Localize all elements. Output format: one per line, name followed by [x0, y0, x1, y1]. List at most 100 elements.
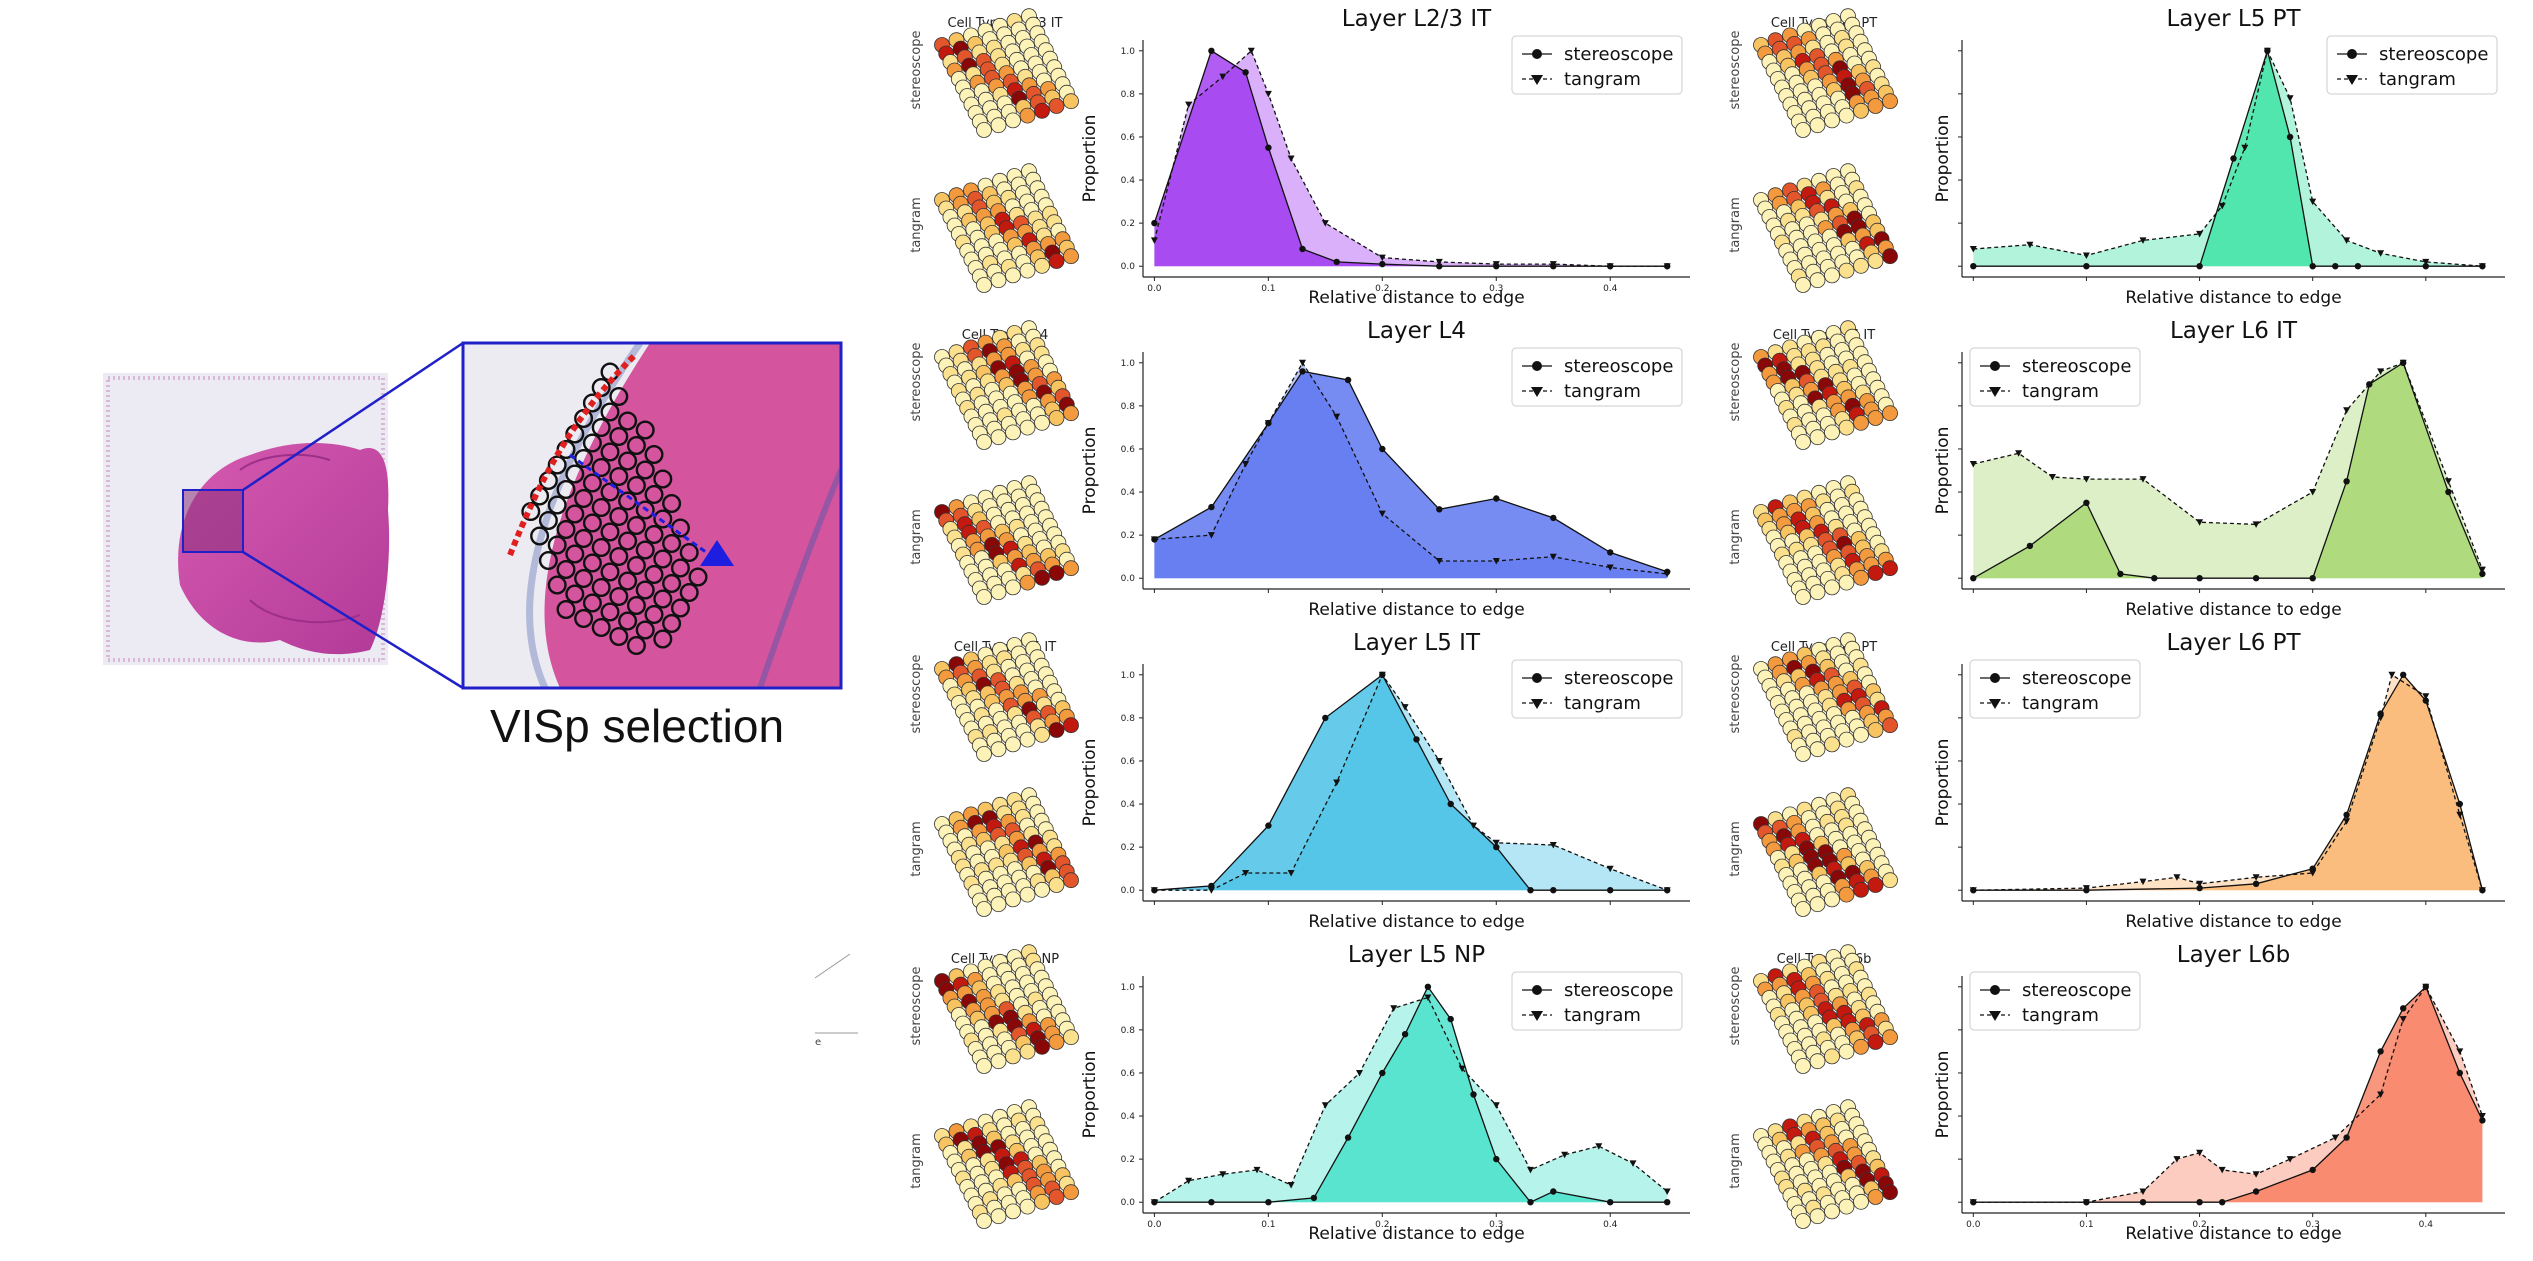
- series-area: [1154, 674, 1668, 891]
- series-area: [1973, 50, 2483, 267]
- y-tick-label: 0.2: [1121, 219, 1135, 229]
- heatmap-spot: [1063, 93, 1079, 110]
- x-tick-label: 0.3: [1489, 1220, 1503, 1230]
- heatmap-spot: [1048, 722, 1065, 738]
- heatmap-spot: [1034, 569, 1050, 586]
- data-point: [1242, 870, 1250, 877]
- data-point: [1435, 258, 1443, 266]
- data-point: [2196, 1149, 2204, 1157]
- data-point: [2400, 1005, 2407, 1012]
- data-point: [1549, 553, 1557, 561]
- series-area: [1154, 50, 1668, 267]
- zoom-connector-top: [242, 341, 464, 492]
- heatmap-spot: [1853, 102, 1869, 119]
- spatial-heatmap: [1753, 320, 1898, 450]
- data-point: [1401, 704, 1409, 711]
- data-point: [1606, 865, 1614, 873]
- method-row-label: stereoscope: [909, 966, 924, 1045]
- data-point: [1435, 758, 1443, 765]
- x-tick-label: 0.3: [1489, 284, 1503, 294]
- selection-box: [182, 489, 244, 553]
- legend-label: stereoscope: [1564, 668, 1673, 689]
- data-point: [2377, 250, 2385, 257]
- spot-circle: [662, 494, 682, 514]
- spot-circle: [670, 598, 690, 618]
- legend-box: [1969, 971, 2141, 1031]
- heatmap-spot: [990, 584, 1007, 601]
- x-axis-label: Relative distance to edge: [2125, 600, 2341, 620]
- data-point: [1470, 822, 1477, 830]
- spot-circle: [600, 562, 620, 582]
- heatmap-spot: [1005, 891, 1021, 908]
- data-point: [2252, 880, 2260, 887]
- spatial-heatmap: [934, 163, 1079, 293]
- y-tick-label: 0.2: [1121, 531, 1135, 541]
- data-point: [1606, 263, 1614, 270]
- data-point: [1527, 887, 1534, 894]
- data-point: [1435, 558, 1443, 565]
- series-line: [1973, 48, 2483, 267]
- legend-label: stereoscope: [2379, 44, 2488, 65]
- data-point: [1970, 263, 1977, 270]
- heatmap-spot: [1824, 736, 1840, 753]
- data-point: [2422, 263, 2429, 270]
- heatmap-spot: [990, 741, 1007, 758]
- data-point: [2230, 155, 2237, 162]
- heatmap-spot: [1048, 1189, 1065, 1205]
- legend: stereoscope tangram: [2326, 35, 2498, 95]
- inset-border: [461, 341, 843, 690]
- y-axis-label: Proportion: [1933, 115, 1953, 203]
- data-point: [1969, 461, 1977, 468]
- heatmap-spot: [1005, 736, 1021, 753]
- spot-circle: [679, 543, 699, 563]
- data-point: [1299, 368, 1306, 375]
- data-point: [1663, 1188, 1671, 1195]
- spot-circle: [644, 445, 664, 465]
- legend-label: stereoscope: [2022, 980, 2131, 1001]
- spot-circle: [582, 553, 602, 573]
- y-tick-label: 0.4: [1121, 176, 1136, 186]
- spot-grid: [521, 362, 708, 656]
- legend-box: [1969, 659, 2141, 719]
- data-point: [2139, 878, 2147, 886]
- heatmap-spot: [1824, 424, 1840, 441]
- data-point: [1493, 843, 1500, 851]
- spot-circle: [635, 580, 655, 600]
- data-point: [2377, 1048, 2384, 1055]
- heatmap-spot: [1882, 1184, 1898, 1201]
- chart-panel: Cell Type : L6 ITstereoscopetangramLayer…: [1728, 318, 2505, 620]
- heatmap-spot: [1838, 574, 1855, 591]
- spatial-heatmap: [1753, 163, 1898, 293]
- data-point: [2173, 1156, 2181, 1163]
- data-point: [2082, 885, 2090, 892]
- data-point: [1436, 506, 1443, 513]
- data-point: [1492, 839, 1500, 847]
- y-axis-label: Proportion: [1080, 1051, 1100, 1139]
- spot-circle: [547, 575, 567, 595]
- heatmap-spot: [1019, 1043, 1036, 1060]
- heatmap-spot: [1795, 277, 1811, 293]
- data-point: [2478, 887, 2486, 894]
- spot-circle: [618, 411, 638, 431]
- data-point: [1969, 1199, 1977, 1206]
- heatmap-spot: [990, 1053, 1007, 1070]
- data-point: [2139, 476, 2147, 483]
- heatmap-spot: [990, 117, 1007, 134]
- legend-label: tangram: [2022, 1005, 2099, 1026]
- heatmap-spot: [1063, 1184, 1079, 1201]
- data-point: [2309, 489, 2317, 496]
- data-point: [1549, 842, 1557, 849]
- spot-circle: [662, 534, 682, 554]
- data-point: [2196, 519, 2204, 526]
- data-point: [2015, 450, 2023, 457]
- series-area: [1154, 997, 1668, 1203]
- series-line: [1154, 361, 1668, 575]
- heatmap-spot: [1882, 248, 1898, 265]
- legend-label: stereoscope: [2022, 356, 2131, 377]
- method-row-label: stereoscope: [1728, 654, 1743, 733]
- spot-circle: [582, 473, 602, 493]
- y-axis-label: Proportion: [1080, 427, 1100, 515]
- heatmap-spot: [1853, 414, 1869, 431]
- spot-circle: [609, 587, 629, 607]
- heatmap-spot: [1838, 886, 1855, 903]
